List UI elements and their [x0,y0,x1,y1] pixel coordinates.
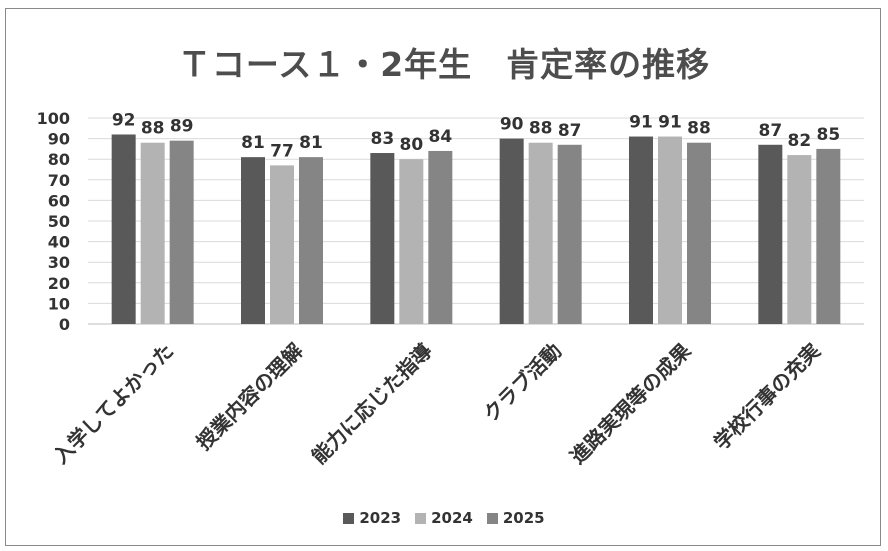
bar [140,142,165,324]
y-tick-label: 50 [48,212,70,231]
data-label: 91 [658,113,682,133]
y-tick-label: 20 [48,274,70,293]
bar [787,155,812,324]
x-category-label: 学校行事の充実 [709,339,825,455]
data-label: 83 [370,129,394,149]
legend-item: 2023 [343,509,401,527]
bar [399,159,424,324]
data-label: 81 [241,133,265,153]
data-label: 88 [141,119,165,139]
data-label: 85 [816,125,840,145]
y-tick-label: 80 [48,150,70,169]
legend-swatch [486,512,498,524]
bar [111,134,136,324]
y-tick-label: 40 [48,233,70,252]
data-label: 84 [428,127,452,147]
bar [270,165,294,324]
bar [241,157,265,324]
y-tick-label: 60 [48,191,70,210]
y-tick-label: 90 [48,130,70,149]
data-label: 82 [787,131,811,151]
bar [687,142,711,324]
x-category-label: 能力に応じた指導 [307,339,437,469]
bar [758,144,783,324]
bar [629,136,653,324]
data-label: 89 [170,117,194,137]
bar [428,150,453,324]
legend-label: 2023 [359,509,402,527]
bar [528,142,553,324]
y-tick-label: 70 [48,171,70,190]
bar [557,144,582,324]
data-label: 77 [270,141,294,161]
legend-swatch [343,512,355,524]
data-label: 91 [629,113,653,133]
legend-item: 2025 [486,509,545,527]
data-label: 80 [399,135,423,155]
bar [169,140,194,324]
y-tick-label: 30 [48,253,70,272]
data-label: 87 [758,121,782,141]
y-tick-label: 100 [37,109,70,128]
legend-label: 2024 [431,509,473,527]
data-label: 88 [529,119,553,139]
x-category-label: 入学してよかった [49,339,179,469]
y-tick-label: 10 [48,294,70,313]
data-label: 92 [112,110,136,130]
data-label: 81 [299,133,323,153]
chart-legend: 2023 2024 2025 [0,509,888,527]
legend-swatch [415,512,427,524]
legend-label: 2025 [502,509,545,527]
data-label: 88 [687,119,711,139]
data-label: 90 [500,115,524,135]
bar [658,136,682,324]
bar [499,138,524,324]
x-category-label: 進路実現等の成果 [565,339,695,469]
bar [299,157,323,324]
chart-title: Ｔコース１・2年生 肯定率の推移 [177,45,711,84]
bar [816,148,841,324]
data-label: 87 [558,121,582,141]
legend-item: 2024 [415,509,473,527]
x-category-label: 授業内容の理解 [192,339,308,455]
x-category-label: クラブ活動 [479,339,567,427]
y-tick-label: 0 [59,315,70,334]
bar [370,153,395,324]
